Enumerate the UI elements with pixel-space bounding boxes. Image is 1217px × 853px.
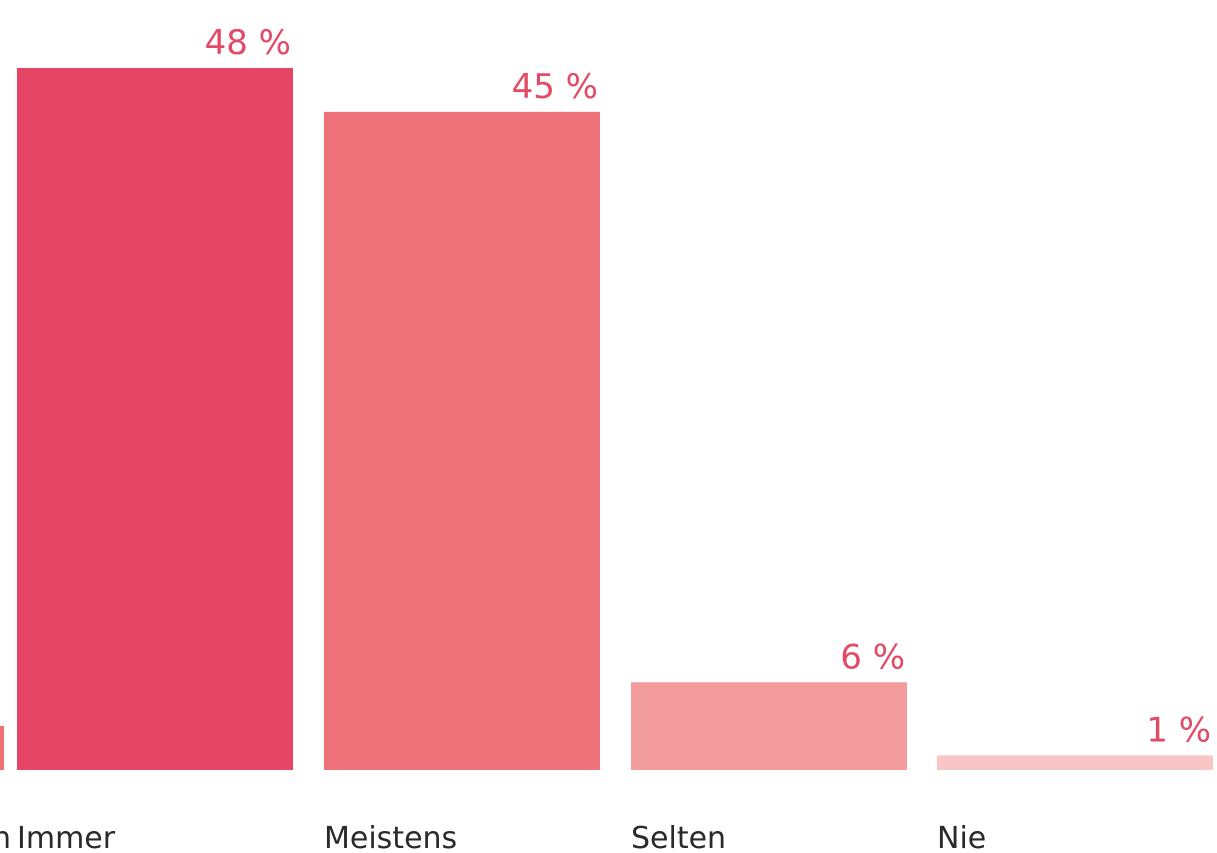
value-label-meistens: 45 % <box>512 67 598 107</box>
clipped-category-label-left: n <box>0 821 11 853</box>
value-label-immer: 48 % <box>205 23 291 63</box>
category-label-nie: Nie <box>937 821 986 853</box>
bar-selten <box>631 682 907 770</box>
chart-marks: n 48 % Immer 45 % Meistens 6 % Selten 1 % Nie <box>0 23 1213 853</box>
value-label-nie: 1 % <box>1146 710 1211 750</box>
category-label-meistens: Meistens <box>324 821 457 853</box>
bar-immer <box>17 68 293 770</box>
clipped-bar-left <box>0 726 4 770</box>
bar-meistens <box>324 111 600 770</box>
category-label-immer: Immer <box>17 821 116 853</box>
value-label-selten: 6 % <box>840 637 905 677</box>
bar-nie <box>937 755 1213 770</box>
category-label-selten: Selten <box>631 821 726 853</box>
